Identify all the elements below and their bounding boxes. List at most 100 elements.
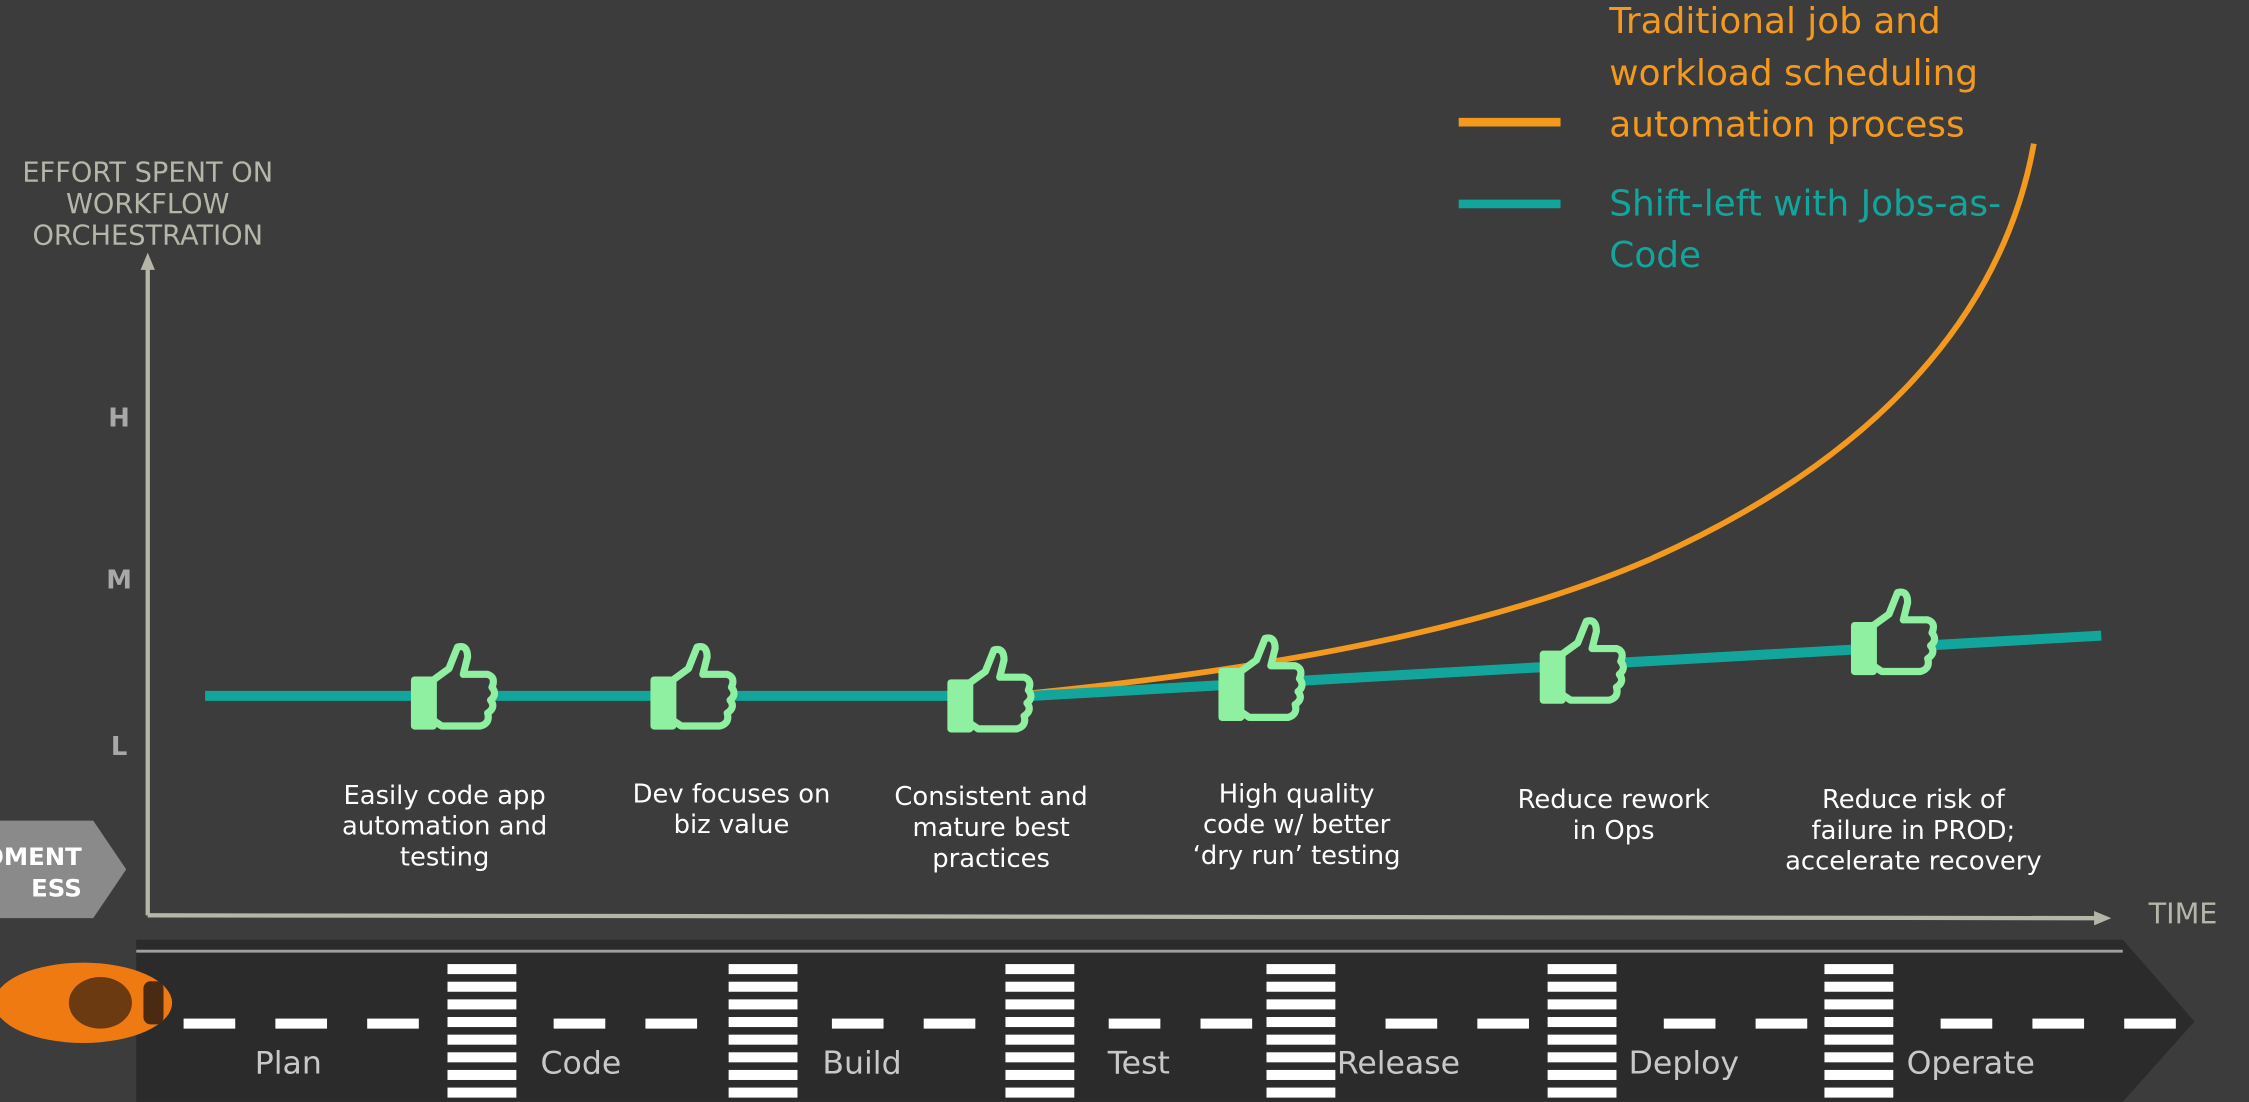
process-tag [0,820,127,919]
lane-dash [275,1018,328,1029]
crosswalk-stripe [1266,1069,1336,1080]
thumbs [410,588,1939,733]
crosswalk-stripe [1547,981,1617,992]
x-axis [147,913,2097,921]
crosswalk-stripe [1005,981,1075,992]
thumb-hand [1558,617,1627,704]
process-tag-label: ESS [31,873,82,902]
lane-dash [2124,1018,2176,1029]
benefit-label: Reduce rework [1518,785,1710,815]
thumb-cuff [947,679,974,733]
lane-dash [1663,1018,1716,1029]
stage-label: Release [1337,1045,1460,1081]
crosswalk-stripe [1266,999,1336,1010]
crosswalk-stripe [1547,1052,1617,1063]
crosswalk-stripe [1824,964,1894,975]
y-level-label: L [111,732,127,762]
benefit-label: failure in PROD; [1811,816,2015,846]
y-axis-arrow [140,252,155,270]
crosswalk-stripe [728,1069,798,1080]
crosswalk-stripe [447,964,517,975]
crosswalk-stripe [1824,1069,1894,1080]
crosswalk-stripe [728,1017,798,1028]
lane-dash [923,1018,976,1029]
lane-dash [1755,1018,1808,1029]
crosswalk-stripe [447,1034,517,1045]
thumbs-up-icon [410,643,499,730]
crosswalk-stripe [1547,1017,1617,1028]
legend-label: Code [1609,235,1701,276]
crosswalk-stripe [1824,1052,1894,1063]
y-axis-title: EFFORT SPENT ON [22,157,273,188]
benefit-label: in Ops [1573,816,1655,846]
crosswalk-stripe [728,1034,798,1045]
y-level-label: H [108,404,130,434]
crosswalk-stripe [1005,1034,1075,1045]
lane-dash [367,1018,419,1029]
crosswalk-stripe [1005,1069,1075,1080]
crosswalk-stripe [1547,1034,1617,1045]
thumb-hand [1869,588,1939,676]
stage-label: Code [541,1045,622,1081]
thumb-cuff [650,676,677,730]
thumb-cuff [1539,650,1566,704]
y-axis-title: ORCHESTRATION [32,220,263,251]
car-roof [68,976,132,1029]
crosswalk-stripe [1266,964,1336,975]
lane-dash [1385,1018,1438,1029]
road-markings [183,964,2176,1098]
thumb-hand [966,645,1035,733]
crosswalk-stripe [447,1087,517,1098]
lane-dash [1108,1018,1161,1029]
crosswalk-stripe [728,1087,798,1098]
thumbs-up-icon [947,645,1035,733]
stage-label: Build [822,1045,901,1081]
crosswalk-stripe [447,981,517,992]
thumb-cuff [1850,621,1877,676]
crosswalk-stripe [1005,1052,1075,1063]
crosswalk-stripe [447,1017,517,1028]
lane-dash [183,1018,236,1029]
crosswalk-stripe [447,1069,517,1080]
stage-label: Test [1107,1045,1170,1081]
crosswalk-stripe [728,1052,798,1063]
labels: Traditional job and workload scheduling au… [0,1,2217,1081]
benefit-label: Reduce risk of [1822,785,2006,815]
crosswalk-stripe [447,999,517,1010]
crosswalk-stripe [728,964,798,975]
x-axis-arrow [2094,911,2112,926]
crosswalk-stripe [1266,981,1336,992]
car [0,962,173,1043]
x-axis-title: TIME [2148,896,2218,930]
crosswalk-stripe [1824,1087,1894,1098]
lane-dash [1200,1018,1253,1029]
crosswalk-stripe [1824,981,1894,992]
lane-dash [553,1018,606,1029]
crosswalk-stripe [1547,964,1617,975]
thumb-hand [429,643,499,730]
crosswalk-stripe [1005,1087,1075,1098]
crosswalk-stripe [1005,964,1075,975]
legend-label: automation process [1609,104,1964,145]
crosswalk-stripe [447,1052,517,1063]
benefit-label: automation and [342,812,547,842]
benefit-label: Easily code app [343,781,545,811]
thumb-hand [1237,634,1306,721]
crosswalk-stripe [1547,999,1617,1010]
legend-label: Traditional job and [1608,1,1940,42]
y-axis-title: WORKFLOW [66,189,230,220]
thumbs-up-icon [1218,634,1306,721]
car-windshield [143,981,164,1025]
lane-dash [1477,1018,1529,1029]
benefit-label: Dev focuses on [633,779,831,809]
lane-dash [831,1018,884,1029]
thumbs-up-icon [650,643,738,730]
benefit-label: practices [932,844,1050,874]
crosswalk-stripe [728,999,798,1010]
legend-label: workload scheduling [1609,53,1978,94]
crosswalk-stripe [1266,1052,1336,1063]
crosswalk-stripe [1266,1034,1336,1045]
stage-label: Deploy [1629,1045,1739,1081]
